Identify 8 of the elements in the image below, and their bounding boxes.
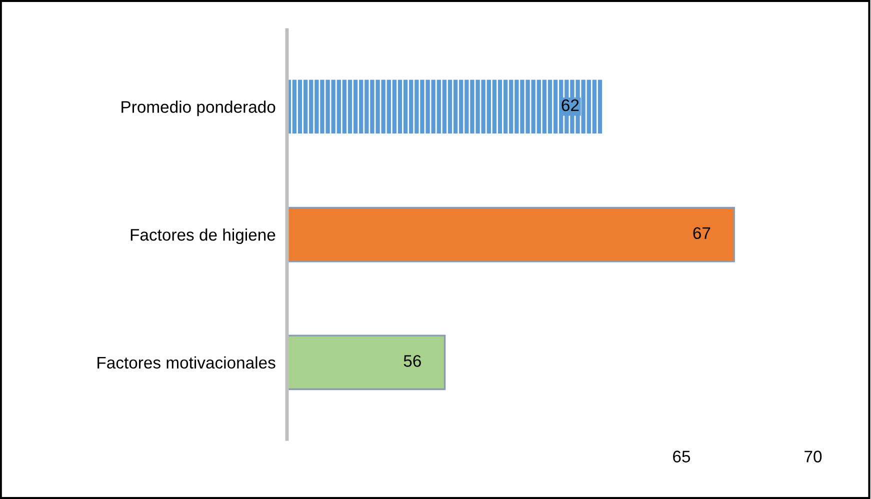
data-label: 56 <box>404 355 421 367</box>
y-tick-label: Promedio ponderado <box>122 100 276 116</box>
x-tick-label: 70 <box>804 450 822 462</box>
y-tick-label: Factores de higiene <box>130 228 276 244</box>
data-label: 62 <box>562 99 579 112</box>
y-tick-label: Factores motivacionales <box>98 356 276 369</box>
data-label: 67 <box>693 227 710 240</box>
x-tick-label: 65 <box>673 450 690 462</box>
